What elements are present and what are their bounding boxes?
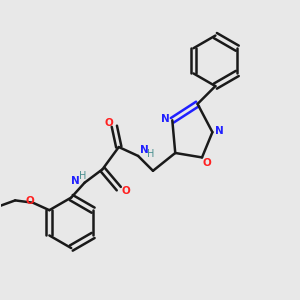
Text: N: N: [71, 176, 80, 186]
Text: O: O: [202, 158, 211, 168]
Text: N: N: [140, 145, 148, 155]
Text: O: O: [25, 196, 34, 206]
Text: H: H: [147, 148, 154, 159]
Text: N: N: [214, 126, 223, 136]
Text: N: N: [161, 114, 170, 124]
Text: O: O: [122, 186, 130, 196]
Text: H: H: [79, 171, 86, 181]
Text: O: O: [105, 118, 113, 128]
